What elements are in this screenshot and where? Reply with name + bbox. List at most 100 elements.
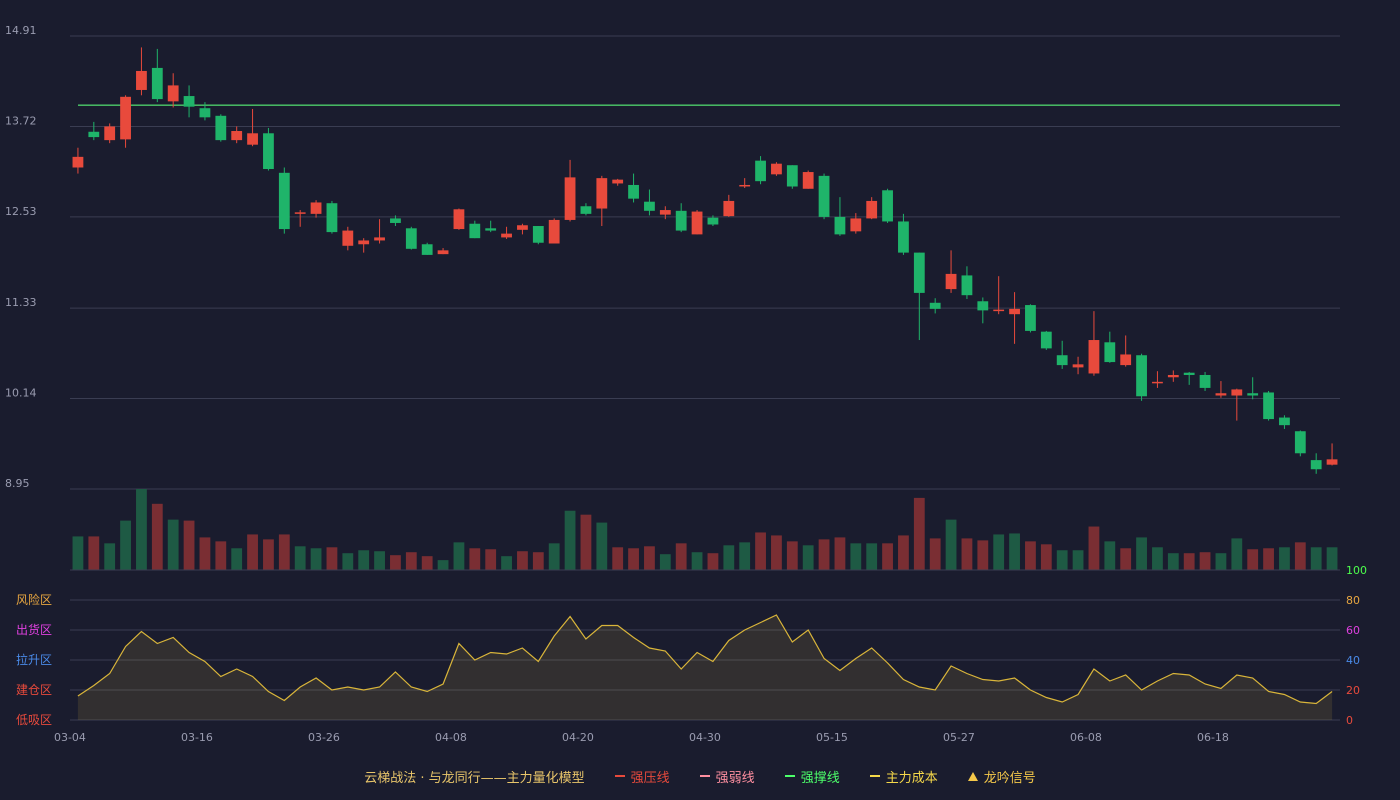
- candle-body: [675, 210, 687, 231]
- volume-bar: [1056, 550, 1068, 570]
- volume-bar: [1310, 547, 1322, 570]
- candle-body: [580, 206, 592, 214]
- candle-body: [1231, 389, 1243, 396]
- candle-body: [1056, 355, 1068, 366]
- volume-bar: [1025, 541, 1036, 570]
- candle-body: [1104, 342, 1116, 363]
- x-tick-label: 04-20: [562, 731, 594, 744]
- candle-body: [1040, 331, 1052, 349]
- candle-body: [1136, 355, 1147, 397]
- legend-title: 云梯战法 · 与龙同行——主力量化模型: [364, 770, 585, 786]
- candle-body: [294, 212, 306, 214]
- candle-body: [453, 209, 465, 230]
- candle-body: [469, 223, 481, 239]
- y-tick-label: 12.53: [5, 205, 37, 218]
- legend-label: 强撑线: [800, 770, 840, 786]
- legend-item-support[interactable]: 强撑线: [784, 767, 840, 786]
- legend-marker: [967, 771, 978, 781]
- volume-bar: [1231, 538, 1243, 570]
- volume-bar: [358, 550, 370, 570]
- candle-body: [929, 302, 941, 309]
- zone-label: 出货区: [16, 622, 52, 637]
- candle-body: [786, 165, 798, 187]
- volume-bar: [167, 519, 179, 570]
- volume-bar: [1199, 552, 1211, 570]
- legend-label: 强弱线: [715, 770, 755, 786]
- y-tick-label: 100: [1346, 564, 1367, 577]
- zone-label: 拉升区: [16, 652, 52, 667]
- volume-bar: [72, 536, 84, 570]
- volume-bar: [612, 547, 624, 570]
- y-tick-label: 10.14: [5, 387, 37, 400]
- candle-body: [231, 131, 243, 141]
- candle-body: [755, 160, 766, 182]
- volume-bar: [580, 514, 592, 570]
- legend-label: 主力成本: [885, 770, 938, 786]
- legend-label: 龙吟信号: [983, 770, 1036, 786]
- volume-bar: [548, 543, 560, 570]
- volume-bar: [247, 534, 258, 570]
- volume-bar: [294, 546, 306, 570]
- indicator-line: [77, 614, 1333, 705]
- candle-body: [850, 218, 862, 232]
- candle-body: [437, 250, 449, 255]
- volume-bar: [628, 548, 639, 570]
- candle-body: [961, 275, 973, 296]
- candle-body: [1120, 354, 1132, 366]
- volume-bar: [263, 539, 274, 570]
- legend-item-cost[interactable]: 主力成本: [869, 767, 938, 786]
- candle-body: [898, 221, 909, 253]
- volume-bar: [644, 546, 655, 570]
- candle-body: [215, 115, 227, 141]
- volume-bar: [1167, 553, 1179, 570]
- legend-item-pressure[interactable]: 强压线: [614, 767, 670, 786]
- volume-bar: [437, 560, 449, 570]
- volume-bar: [1088, 526, 1100, 570]
- candle-body: [596, 178, 608, 209]
- x-tick-label: 06-18: [1197, 731, 1229, 744]
- candle-body: [628, 184, 639, 199]
- volume-bar: [850, 543, 862, 570]
- volume-bar: [898, 535, 909, 570]
- volume-bar: [913, 497, 925, 570]
- zone-label: 建仓区: [16, 683, 52, 697]
- volume-bar: [517, 551, 528, 570]
- volume-bar: [1183, 553, 1195, 570]
- volume-bar: [707, 553, 719, 570]
- candle-body: [1199, 374, 1211, 388]
- volume-bar: [1009, 533, 1020, 570]
- candle-body: [517, 225, 528, 230]
- candle-body: [199, 108, 211, 118]
- legend-label: 强压线: [630, 770, 670, 786]
- volume-bar: [993, 534, 1005, 570]
- volume-bar: [1040, 544, 1052, 570]
- zone-label: 风险区: [16, 592, 52, 607]
- volume-bar: [374, 551, 385, 570]
- candle-body: [802, 172, 814, 189]
- volume-bar: [755, 532, 766, 570]
- volume-bar: [1279, 547, 1290, 570]
- legend-marker: [869, 775, 880, 777]
- legend-marker: [784, 775, 795, 777]
- volume-bar: [183, 520, 195, 570]
- candle-body: [818, 175, 830, 217]
- candle-body: [723, 200, 735, 217]
- candle-body: [945, 273, 957, 290]
- y-tick-label: 80: [1346, 594, 1360, 607]
- candle-body: [167, 85, 179, 102]
- volume-bar: [771, 535, 782, 570]
- volume-bar: [199, 537, 211, 570]
- volume-bar: [1152, 547, 1163, 570]
- volume-bar: [1104, 541, 1116, 570]
- x-tick-label: 05-15: [816, 731, 848, 744]
- candle-body: [612, 179, 624, 184]
- candle-body: [771, 163, 782, 175]
- x-tick-label: 04-08: [435, 731, 467, 744]
- candle-body: [1167, 374, 1179, 378]
- legend-item-strength[interactable]: 强弱线: [699, 767, 755, 786]
- legend-item-signal[interactable]: 龙吟信号: [967, 767, 1036, 786]
- volume-bar: [945, 519, 957, 570]
- volume-bar: [453, 542, 465, 570]
- volume-bar: [834, 537, 846, 570]
